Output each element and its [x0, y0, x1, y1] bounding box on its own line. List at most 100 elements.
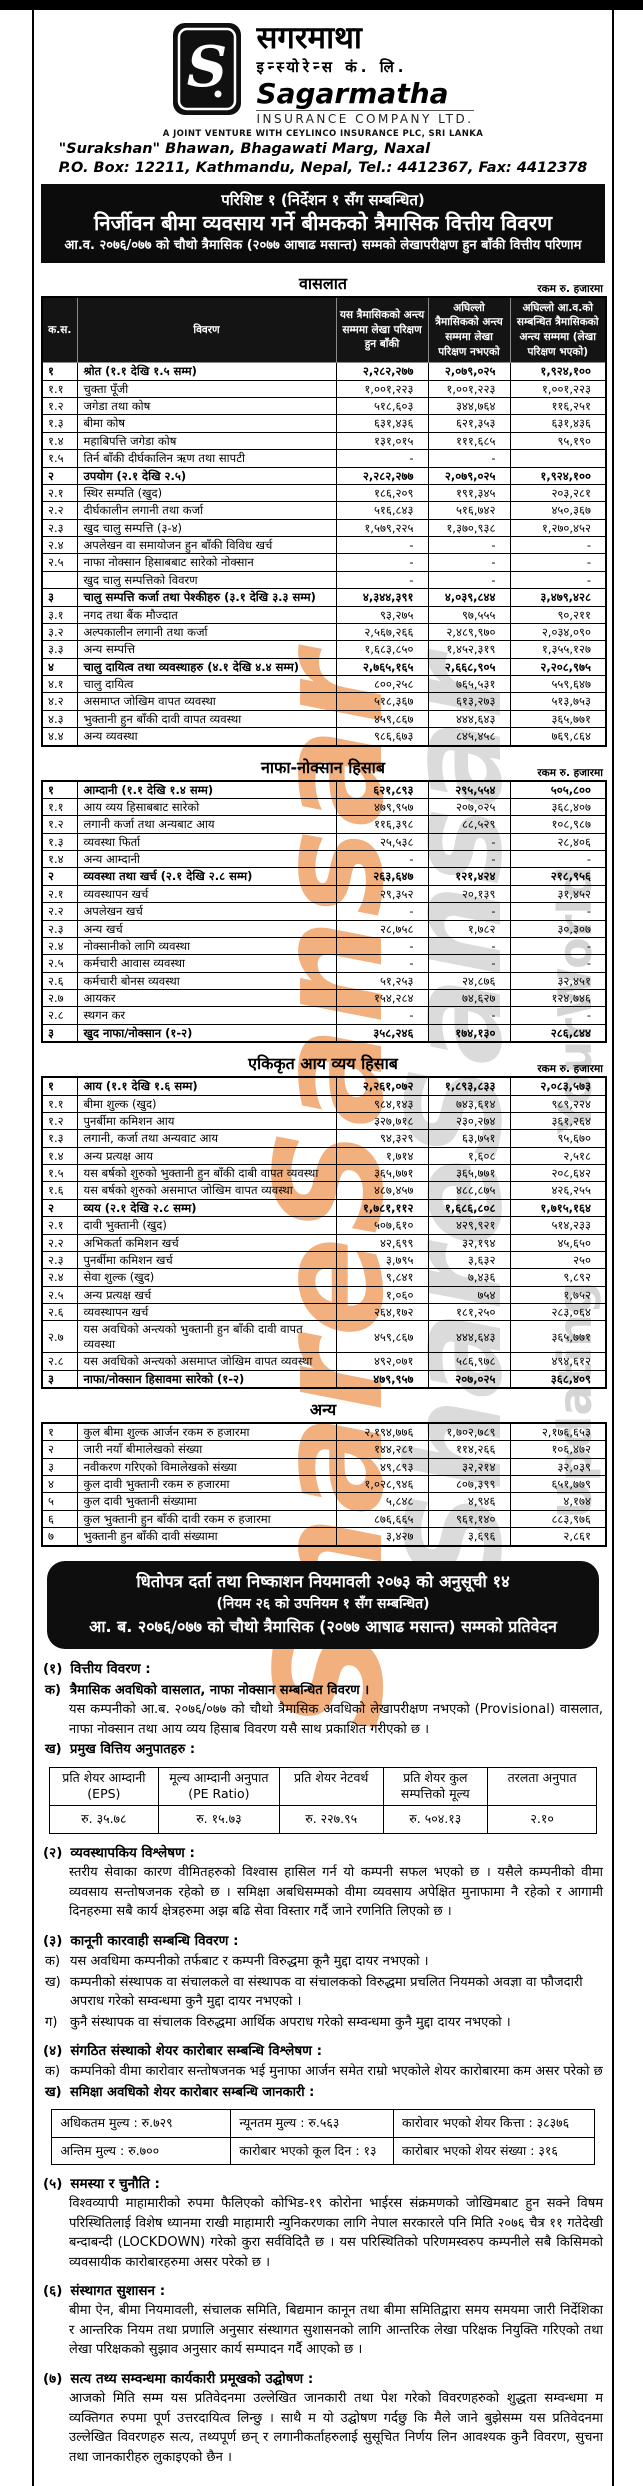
sn-cell: ३ [41, 1369, 78, 1389]
table-row: ६ कुल भुक्तानी हुन बाँकी दावी रकम रु हजार… [41, 1509, 607, 1529]
balance-sheet-title: वासलात [299, 273, 347, 293]
sn-cell: १.४ [41, 850, 78, 869]
section-body: यस कम्पनीको आ.ब. २०७६/०७७ को चौथो त्रैमा… [69, 1702, 603, 1737]
value-cell: ८०७,३९९ [427, 1475, 511, 1494]
value-cell: ७५४ [427, 1285, 511, 1305]
desc-cell: जारी नयाँ बीमालेखको संख्या [76, 1440, 337, 1459]
col-description: विवरण [76, 296, 337, 364]
table-row: १.१ चुक्ता पूँजी १,००१,२२३ १,००१,२२३ १,००१,२… [41, 379, 607, 399]
value-cell: २,१९४,७७६ [335, 1422, 429, 1442]
value-cell [509, 449, 607, 468]
sn-cell: १ [41, 780, 78, 799]
desc-cell: महाबिपत्ति जगेडा कोष [76, 431, 337, 451]
value-cell: २,२०८,९७५ [509, 657, 607, 677]
table-row: २.८ स्थगन कर - - - [41, 1006, 607, 1025]
sn-cell: ४ [41, 1475, 78, 1494]
value-cell: १,७५२ [509, 1285, 607, 1305]
sn-cell: २.४ [41, 1268, 78, 1287]
desc-cell: अन्य आम्दानी [76, 850, 337, 869]
table-row: २.७ यस अवधिको अन्त्यको भुक्तानी हुन बाँकी… [41, 1320, 607, 1354]
value-cell: - [509, 850, 607, 869]
value-cell: ३२,१९४ [427, 1233, 511, 1252]
desc-cell: नोक्सानीको लागि व्यवस्था [76, 936, 337, 956]
table-row: ४ कुल दावी भुक्तानी रकम रु हजारमा १,०२८,९४… [41, 1475, 607, 1494]
sn-cell: ४.४ [41, 727, 78, 747]
sn-cell: १.३ [41, 832, 78, 852]
section-body: बीमा ऐन, बीमा नियमावली, संचालक समिति, बि… [69, 2303, 603, 2358]
desc-cell: असमाप्त जोखिम वापत व्यवस्था [76, 692, 337, 711]
desc-cell: भुक्तानी हुन बाँकी दावी संख्यामा [76, 1527, 337, 1547]
value-cell: २,६६८,९०५ [427, 657, 511, 677]
table-row: १.२ लगानी कर्जा तथा अन्यबाट आय ११६,३९८ ८८,५… [41, 815, 607, 834]
document-frame: S सगरमाथा इन्स्योरेन्स कं. लि. Sagarmath… [32, 10, 614, 2486]
value-cell: २,०३४,०९० [509, 622, 607, 642]
table-row: २.३ खुद चालु सम्पत्ति (३-४) १,५७९,२२५ १,३७०… [41, 518, 607, 538]
table-row: ३.२ अल्पकालीन लगानी तथा कर्जा २,५६७,२६६ २,४… [41, 622, 607, 642]
item-text: यस अवधिमा कम्पनीको तर्फबाट र कम्पनी विरु… [70, 1954, 429, 1970]
table-row: २.५ अन्य प्रत्यक्ष खर्च १,०६० ७५४ १,७५२ [41, 1285, 607, 1305]
sn-cell: ७ [41, 1527, 78, 1547]
desc-cell: स्थिर सम्पति (खुद) [76, 483, 337, 503]
value-cell: १९१,३४५ [427, 483, 511, 503]
value-cell: १७४,१३० [427, 1023, 511, 1043]
section-title: वित्तीय विवरण : [70, 1661, 151, 1678]
value-cell: २०७,०२५ [427, 1369, 511, 1389]
col-current-quarter: यस त्रैमासिकको अन्त्य सम्ममा लेखा परिक्ष… [335, 296, 429, 364]
value-cell: - [427, 902, 511, 921]
sn-cell: ३ [41, 1457, 78, 1477]
desc-cell: आय (१.१ देखि १.६ सम्म) [76, 1076, 337, 1096]
value-cell: ६३१,४३६ [335, 414, 429, 433]
value-cell: २९५,५५४ [427, 780, 511, 799]
sn-cell: २.४ [41, 536, 78, 555]
value-cell: - [335, 449, 429, 468]
regulation-subline: (नियम २६ को उपनियम १ सँग सम्बन्धित) [216, 1596, 430, 1613]
value-cell: - [427, 954, 511, 973]
sn-cell: १.४ [41, 431, 78, 451]
top-border-bar [0, 0, 643, 10]
profit-loss-table: १ आम्दानी (१.१ देखि १.४ सम्म) ६२१,८९३ २९५,५… [41, 779, 607, 1044]
balance-sheet-header: वासलात रकम रु. हजारमा [41, 266, 605, 296]
value-cell: २,८६१ [509, 1527, 607, 1547]
value-cell: ५०५,८०० [509, 780, 607, 799]
value-cell: ३०,३०७ [509, 919, 607, 938]
value-cell: ६३,७५१ [427, 1129, 511, 1148]
table-row: ४ चालु दायित्व तथा व्यवस्थाहरु (४.१ देखि … [41, 657, 607, 677]
svg-text:S: S [187, 34, 227, 100]
sn-cell: ३ [41, 588, 78, 607]
value-cell: ३१,४५२ [509, 884, 607, 904]
ratio-header-liquidity: तरलता अनुपात [486, 1766, 598, 1807]
item-label: ख) [45, 2084, 62, 2100]
section-share-transaction-analysis: (४) संगठित संस्थाको शेयर कारोबार सम्बन्धि… [43, 2041, 603, 2165]
sn-cell: ६ [41, 1509, 78, 1529]
table-row: १.६ यस बर्षको शुरुको असमाप्त जोखिम वापत व… [41, 1181, 607, 1200]
value-cell: ४८७,४५७ [335, 1181, 429, 1200]
desc-cell: कुल भुक्तानी हुन बाँकी दावी रकम रु हजारम… [76, 1509, 337, 1529]
address-line-2: P.O. Box: 12211, Kathmandu, Nepal, Tel.:… [58, 160, 588, 177]
report-period: आ.व. २०७६/०७७ को चौथो त्रैमासिक (२०७७ आष… [64, 237, 582, 253]
value-cell: - [335, 570, 429, 590]
section-number: (४) [43, 2043, 63, 2060]
sn-cell: २.६ [41, 1303, 78, 1322]
value-cell: २,४८९,९७० [427, 622, 511, 642]
desc-cell: अन्य सम्पत्ति [76, 640, 337, 659]
table-row: १.३ लगानी, कर्जा तथा अन्यवाट आय ९४,३२९ ६३,७… [41, 1129, 607, 1148]
sn-cell: ३.३ [41, 640, 78, 659]
desc-cell: लगानी कर्जा तथा अन्यबाट आय [76, 815, 337, 834]
ratio-value-eps: रु. ३५.७८ [48, 1805, 160, 1835]
value-cell: ९५,१९० [509, 431, 607, 451]
value-cell: ९०,२११ [509, 605, 607, 624]
col-previous-quarter: अघिल्लो त्रैमासिकको अन्त्य सम्ममा लेखा प… [427, 296, 511, 364]
value-cell: ४,३४४,३९१ [335, 588, 429, 607]
desc-cell: बीमा कोष [76, 414, 337, 433]
sn-cell: १.२ [41, 815, 78, 834]
section-number: (७) [43, 2370, 63, 2387]
company-type-english: INSURANCE COMPANY LTD. [256, 109, 474, 126]
table-row: १.१ बीमा शुल्क (खुद) ९८४,१४३ ७४३,६१४ ९८९,२२४ [41, 1094, 607, 1113]
section-corporate-governance: (६) संस्थागत सुशासन : बीमा ऐन, बीमा नियमा… [43, 2281, 603, 2360]
value-cell: ६१३,२७३ [427, 692, 511, 711]
value-cell: १११,६८५ [427, 431, 511, 451]
value-cell: ४४४,६४३ [427, 1320, 511, 1354]
item-label: क) [45, 2064, 61, 2080]
sn-cell: ३ [41, 1023, 78, 1043]
item-text: त्रैमासिक अवधिको वासलात, नाफा नोक्सान सम… [70, 1682, 370, 1698]
